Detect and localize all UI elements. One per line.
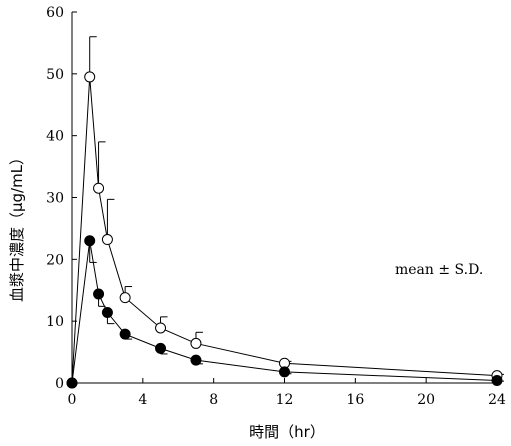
data-markers — [66, 71, 503, 389]
data-point-filled — [93, 288, 105, 300]
x-tick-label: 16 — [346, 392, 364, 408]
data-point-open — [101, 234, 113, 246]
data-point-open — [190, 337, 202, 349]
y-tick-label: 20 — [46, 252, 64, 268]
x-tick-label: 0 — [68, 392, 77, 408]
series-line-open-circle — [71, 76, 498, 384]
y-tick-label: 10 — [46, 314, 64, 330]
data-point-filled — [119, 328, 131, 340]
y-tick-label: 40 — [46, 129, 64, 145]
data-point-filled — [66, 377, 78, 389]
x-tick-label: 20 — [417, 392, 435, 408]
chart-axes: 0 10 20 30 40 50 60 0 4 8 12 16 20 24 — [46, 5, 506, 408]
y-tick-label: 0 — [55, 376, 64, 392]
x-tick-label: 12 — [276, 392, 294, 408]
data-point-filled — [190, 354, 202, 366]
y-tick-label: 30 — [46, 191, 64, 207]
y-axis-title: 血漿中濃度（μg/mL） — [8, 150, 26, 302]
data-point-filled — [491, 375, 503, 387]
data-point-open — [93, 182, 105, 194]
data-point-open — [84, 71, 96, 83]
series-lines — [71, 76, 498, 384]
y-tick-label: 50 — [46, 67, 64, 83]
chart-labels: 血漿中濃度（μg/mL） 時間（hr） mean ± S.D. — [8, 150, 483, 441]
data-point-open — [155, 322, 167, 334]
data-point-open — [119, 292, 131, 304]
x-tick-label: 4 — [138, 392, 147, 408]
y-tick-label: 60 — [46, 5, 64, 21]
data-point-filled — [155, 342, 167, 354]
mean-sd-annotation: mean ± S.D. — [395, 262, 483, 278]
x-axis-title: 時間（hr） — [249, 423, 325, 441]
x-tick-label: 8 — [209, 392, 218, 408]
x-tick-label: 24 — [488, 392, 506, 408]
data-point-filled — [101, 307, 113, 319]
data-point-filled — [279, 366, 290, 378]
error-bars — [89, 36, 504, 382]
data-point-filled — [84, 235, 96, 247]
